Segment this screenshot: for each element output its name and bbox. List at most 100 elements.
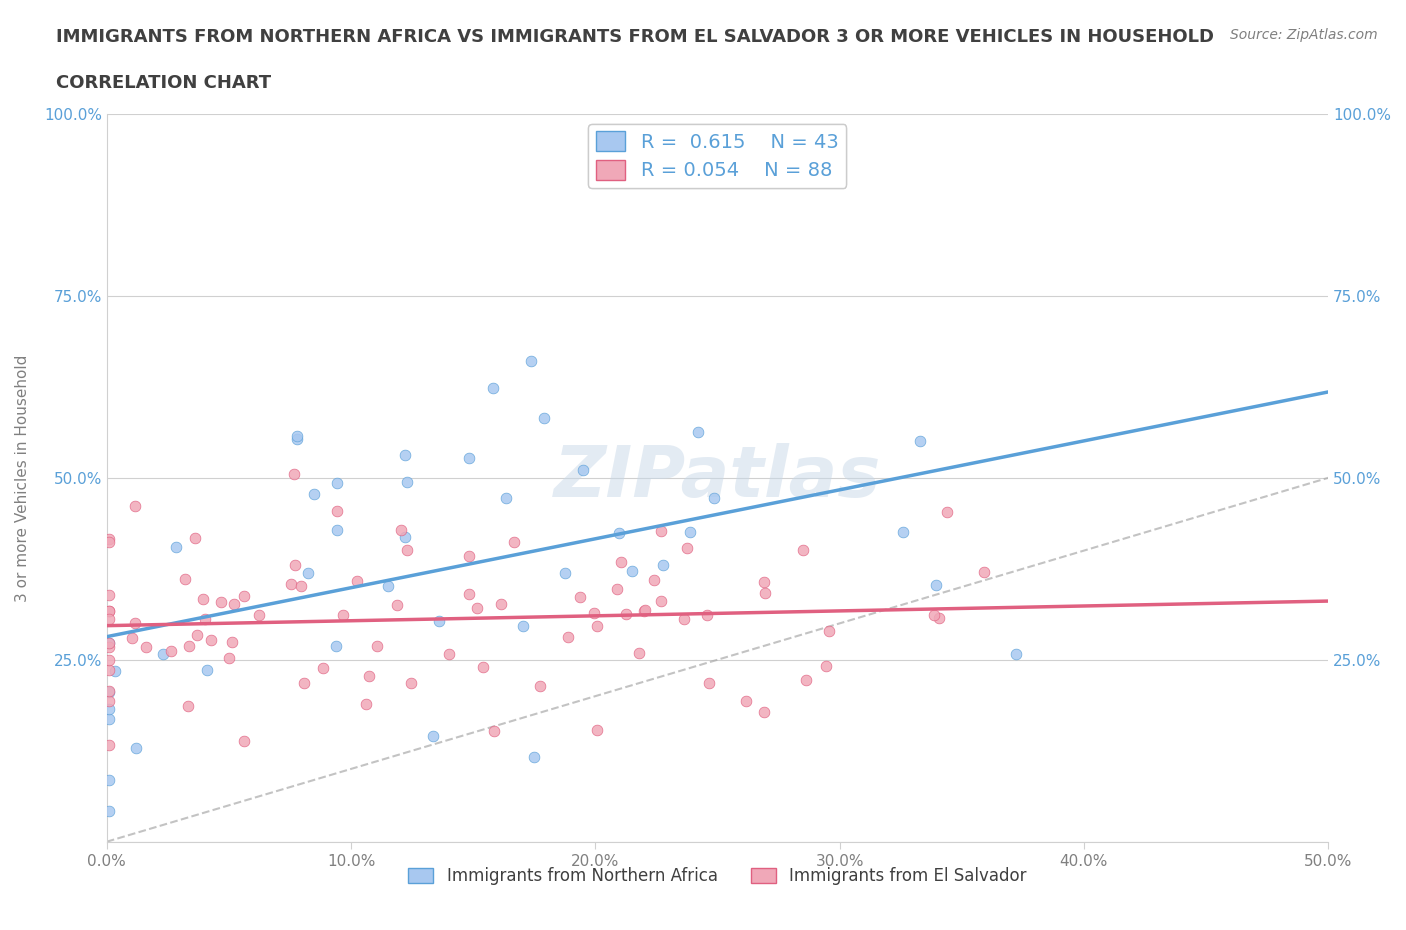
Point bbox=[495, 490, 517, 505]
Point bbox=[512, 618, 534, 633]
Point bbox=[332, 607, 354, 622]
Point bbox=[297, 565, 319, 580]
Text: IMMIGRANTS FROM NORTHERN AFRICA VS IMMIGRANTS FROM EL SALVADOR 3 OR MORE VEHICLE: IMMIGRANTS FROM NORTHERN AFRICA VS IMMIG… bbox=[56, 28, 1215, 46]
Point bbox=[98, 701, 121, 716]
Point bbox=[104, 664, 127, 679]
Point bbox=[98, 636, 121, 651]
Point bbox=[160, 644, 183, 658]
Point bbox=[222, 596, 245, 611]
Point bbox=[177, 698, 200, 713]
Point bbox=[247, 607, 270, 622]
Point bbox=[676, 540, 699, 555]
Point bbox=[735, 694, 758, 709]
Point bbox=[186, 627, 208, 642]
Point bbox=[621, 564, 644, 578]
Point bbox=[814, 658, 837, 673]
Point bbox=[908, 433, 931, 448]
Point bbox=[346, 573, 368, 588]
Point bbox=[221, 634, 243, 649]
Point bbox=[569, 590, 592, 604]
Point bbox=[98, 662, 121, 677]
Point bbox=[925, 578, 948, 592]
Point bbox=[200, 632, 222, 647]
Point bbox=[922, 607, 945, 622]
Point bbox=[165, 540, 187, 555]
Point bbox=[312, 660, 335, 675]
Point bbox=[124, 498, 146, 513]
Point bbox=[482, 381, 505, 396]
Point bbox=[290, 578, 312, 593]
Point bbox=[285, 432, 308, 446]
Point bbox=[389, 523, 412, 538]
Point bbox=[326, 503, 349, 518]
Point bbox=[752, 705, 775, 720]
Point bbox=[695, 607, 717, 622]
Point bbox=[218, 650, 240, 665]
Point bbox=[98, 612, 121, 627]
Point bbox=[610, 554, 633, 569]
Point bbox=[283, 467, 305, 482]
Point bbox=[583, 605, 606, 620]
Point bbox=[124, 616, 146, 631]
Text: Source: ZipAtlas.com: Source: ZipAtlas.com bbox=[1230, 28, 1378, 42]
Point bbox=[891, 525, 914, 539]
Point bbox=[179, 638, 201, 653]
Point bbox=[292, 675, 315, 690]
Point bbox=[627, 645, 650, 660]
Point bbox=[554, 565, 576, 580]
Point bbox=[395, 474, 418, 489]
Y-axis label: 3 or more Vehicles in Household: 3 or more Vehicles in Household bbox=[15, 354, 30, 602]
Point bbox=[98, 635, 121, 650]
Point bbox=[385, 598, 408, 613]
Point bbox=[98, 684, 121, 699]
Point bbox=[533, 411, 555, 426]
Point bbox=[191, 591, 214, 606]
Point bbox=[634, 603, 657, 618]
Point bbox=[399, 675, 422, 690]
Point bbox=[195, 662, 218, 677]
Point bbox=[650, 524, 672, 538]
Point bbox=[688, 424, 710, 439]
Point bbox=[458, 549, 481, 564]
Point bbox=[465, 601, 488, 616]
Point bbox=[285, 429, 308, 444]
Point bbox=[484, 724, 506, 738]
Point bbox=[678, 525, 700, 539]
Point bbox=[529, 678, 551, 693]
Point bbox=[817, 623, 839, 638]
Point bbox=[754, 575, 776, 590]
Point bbox=[489, 596, 512, 611]
Point bbox=[354, 697, 377, 711]
Point bbox=[503, 535, 526, 550]
Legend: R =  0.615    N = 43, R = 0.054    N = 88: R = 0.615 N = 43, R = 0.054 N = 88 bbox=[589, 124, 846, 188]
Point bbox=[232, 733, 254, 748]
Point bbox=[794, 672, 817, 687]
Point bbox=[643, 572, 665, 587]
Point bbox=[359, 669, 381, 684]
Point bbox=[98, 604, 121, 618]
Point bbox=[98, 604, 121, 618]
Point bbox=[935, 504, 957, 519]
Point bbox=[325, 475, 347, 490]
Point bbox=[471, 659, 494, 674]
Point bbox=[607, 525, 630, 540]
Point bbox=[98, 534, 121, 549]
Point bbox=[125, 741, 148, 756]
Point bbox=[652, 557, 675, 572]
Point bbox=[302, 486, 325, 501]
Point bbox=[366, 639, 388, 654]
Point bbox=[586, 723, 609, 737]
Point bbox=[194, 611, 217, 626]
Point bbox=[792, 543, 814, 558]
Point bbox=[458, 586, 481, 601]
Point bbox=[98, 773, 121, 788]
Point bbox=[1005, 646, 1028, 661]
Point bbox=[98, 639, 121, 654]
Point bbox=[98, 737, 121, 752]
Point bbox=[98, 712, 121, 727]
Point bbox=[98, 684, 121, 698]
Point bbox=[394, 447, 416, 462]
Point bbox=[697, 675, 720, 690]
Point bbox=[586, 618, 609, 633]
Point bbox=[458, 451, 481, 466]
